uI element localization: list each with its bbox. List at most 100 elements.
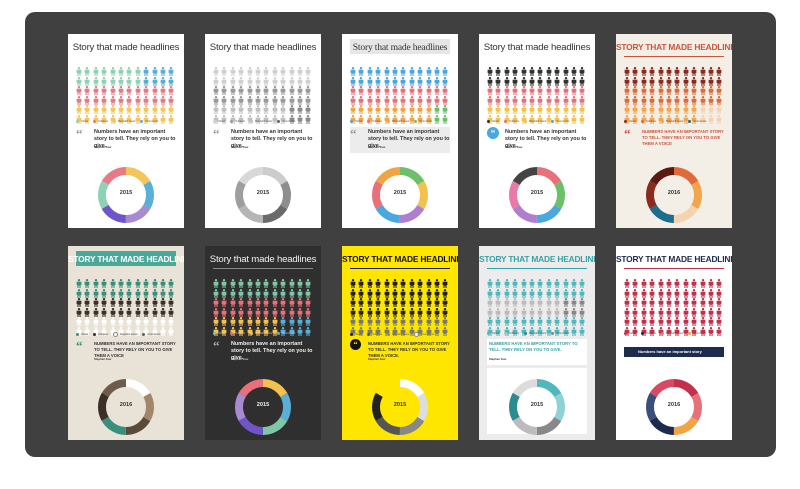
legend: Views Unlques Registrd users Comments bbox=[487, 332, 591, 335]
person-icon bbox=[400, 313, 408, 331]
person-icon bbox=[118, 82, 126, 100]
person-icon bbox=[546, 323, 554, 341]
person-icon bbox=[512, 304, 520, 322]
person-icon bbox=[658, 101, 666, 119]
infographic-template-card[interactable]: STORY THAT MADE HEADLINES Views Unlques Reg… bbox=[616, 246, 732, 440]
person-icon bbox=[135, 285, 143, 303]
person-icon bbox=[716, 313, 724, 331]
person-icon bbox=[143, 111, 151, 129]
person-icon bbox=[658, 63, 666, 81]
quote-text: Numbers have an important story to tell.… bbox=[94, 129, 176, 149]
person-icon bbox=[255, 323, 263, 341]
legend-label: Comments bbox=[556, 120, 570, 124]
donut-center-year: 2015 bbox=[256, 402, 270, 408]
person-icon bbox=[716, 82, 724, 100]
person-icon bbox=[263, 285, 271, 303]
legend: Views Unlques Registrd users Comments bbox=[213, 332, 317, 335]
donut-segment bbox=[372, 379, 428, 435]
person-icon bbox=[417, 304, 425, 322]
person-icon bbox=[84, 304, 92, 322]
person-icon bbox=[658, 82, 666, 100]
person-icon bbox=[263, 275, 271, 293]
infographic-template-card[interactable]: STORY THAT MADE HEADLINES Views Unlques Reg… bbox=[479, 246, 595, 440]
card-title: STORY THAT MADE HEADLINES bbox=[616, 254, 732, 264]
legend-swatch bbox=[93, 333, 97, 336]
people-grid bbox=[76, 63, 177, 124]
quote-author: Stephen Few bbox=[94, 145, 112, 149]
person-icon bbox=[213, 285, 221, 303]
person-icon bbox=[392, 294, 400, 312]
person-icon bbox=[221, 101, 229, 119]
person-icon bbox=[529, 82, 537, 100]
person-icon bbox=[110, 294, 118, 312]
legend-swatch bbox=[76, 120, 79, 123]
person-icon bbox=[126, 275, 134, 293]
person-icon bbox=[691, 82, 699, 100]
person-icon bbox=[632, 92, 640, 110]
person-icon bbox=[708, 92, 716, 110]
legend-label: Unlques bbox=[509, 332, 519, 336]
person-icon bbox=[168, 323, 176, 341]
person-icon bbox=[434, 73, 442, 91]
donut-segment bbox=[98, 167, 154, 223]
donut-segment bbox=[372, 167, 428, 223]
person-icon bbox=[495, 82, 503, 100]
person-icon bbox=[434, 304, 442, 322]
legend-swatch bbox=[661, 120, 664, 123]
person-icon bbox=[118, 285, 126, 303]
person-icon bbox=[305, 101, 313, 119]
infographic-template-card[interactable]: Story that made headlines Views Unlques Reg… bbox=[68, 34, 184, 228]
person-icon bbox=[691, 304, 699, 322]
infographic-template-card[interactable]: STORY THAT MADE HEADLINES Views Unlques Reg… bbox=[342, 246, 458, 440]
person-icon bbox=[716, 63, 724, 81]
person-icon bbox=[168, 73, 176, 91]
person-icon bbox=[683, 101, 691, 119]
person-icon bbox=[426, 304, 434, 322]
infographic-template-card[interactable]: STORY THAT MADE HEADLINES Views Unlques Reg… bbox=[68, 246, 184, 440]
person-icon bbox=[93, 304, 101, 322]
person-icon bbox=[255, 92, 263, 110]
person-icon bbox=[230, 304, 238, 322]
person-icon bbox=[375, 313, 383, 331]
infographic-template-card[interactable]: Story that made headlines Views Unlques Reg… bbox=[205, 34, 321, 228]
person-icon bbox=[247, 73, 255, 91]
legend-label: Comments bbox=[282, 332, 296, 336]
legend-item: Unlques bbox=[504, 120, 519, 123]
person-icon bbox=[305, 73, 313, 91]
legend-label: Views bbox=[81, 120, 89, 124]
legend-swatch bbox=[213, 120, 216, 123]
quote-block: “ NUMBERS HAVE AN IMPORTANT STORY TO TELL… bbox=[624, 127, 724, 153]
person-icon bbox=[305, 294, 313, 312]
person-icon bbox=[529, 73, 537, 91]
quote-mark-icon: “ bbox=[213, 126, 220, 141]
person-icon bbox=[495, 111, 503, 129]
person-icon bbox=[238, 294, 246, 312]
person-icon bbox=[297, 111, 305, 129]
person-icon bbox=[297, 313, 305, 331]
person-icon bbox=[93, 82, 101, 100]
person-icon bbox=[700, 304, 708, 322]
legend-label: Registrd users bbox=[255, 120, 273, 124]
person-icon bbox=[658, 313, 666, 331]
person-icon bbox=[434, 294, 442, 312]
legend-swatch bbox=[230, 332, 234, 335]
person-icon bbox=[255, 111, 263, 129]
person-icon bbox=[272, 82, 280, 100]
person-icon bbox=[367, 92, 375, 110]
person-icon bbox=[624, 101, 632, 119]
infographic-template-card[interactable]: Story that made headlines Views Unlques Reg… bbox=[342, 34, 458, 228]
legend-item: Views bbox=[624, 332, 636, 335]
infographic-template-card[interactable]: Story that made headlines Views Unlques Reg… bbox=[479, 34, 595, 228]
legend-item: Views bbox=[624, 120, 636, 123]
person-icon bbox=[143, 92, 151, 110]
person-icon bbox=[495, 73, 503, 91]
person-icon bbox=[504, 304, 512, 322]
person-icon bbox=[152, 313, 160, 331]
infographic-template-card[interactable]: Story that made headlines Views Unlques Reg… bbox=[205, 246, 321, 440]
person-icon bbox=[126, 313, 134, 331]
person-icon bbox=[426, 82, 434, 100]
infographic-template-card[interactable]: STORY THAT MADE HEADLINES Views Unlques Reg… bbox=[616, 34, 732, 228]
person-icon bbox=[152, 294, 160, 312]
person-icon bbox=[375, 323, 383, 341]
person-icon bbox=[691, 92, 699, 110]
